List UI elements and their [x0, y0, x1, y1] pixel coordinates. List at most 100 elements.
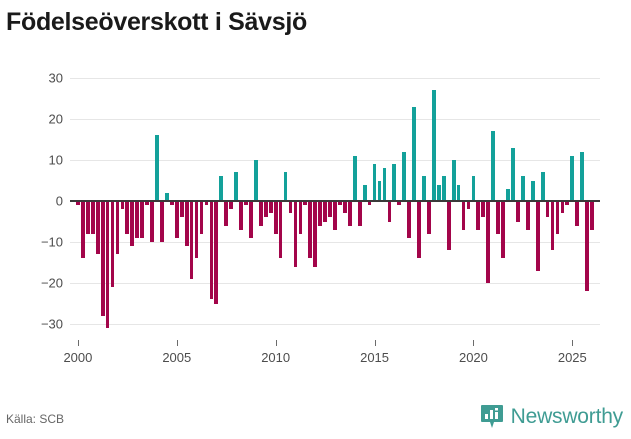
bar-negative [486, 201, 491, 283]
gridline [70, 242, 600, 243]
bar-negative [80, 201, 85, 259]
bar-negative [387, 201, 392, 222]
bar-negative [357, 201, 362, 226]
bar-negative [298, 201, 303, 234]
bar-negative [560, 201, 565, 214]
bar-positive [540, 172, 545, 201]
bar-negative [273, 201, 278, 234]
x-axis-tick-mark [77, 340, 79, 346]
bar-negative [367, 201, 372, 206]
x-axis-tick-label: 2025 [557, 350, 587, 365]
bar-positive [456, 184, 461, 201]
bar-negative [461, 201, 466, 230]
bar-negative [313, 201, 318, 267]
bar-positive [451, 160, 456, 201]
bar-positive [392, 164, 397, 201]
bar-negative [446, 201, 451, 251]
source-note: Källa: SCB [6, 412, 65, 426]
bar-positive [377, 180, 382, 201]
bar-positive [219, 176, 224, 201]
brand-name: Newsworthy [510, 405, 624, 428]
bar-positive [283, 172, 288, 201]
bar-negative [189, 201, 194, 279]
bar-positive [352, 155, 357, 201]
bar-negative [184, 201, 189, 247]
gridline [70, 283, 600, 284]
bar-negative [427, 201, 431, 234]
bar-negative [204, 201, 209, 206]
bar-negative [258, 201, 263, 226]
bar-negative [229, 201, 234, 210]
bar-negative [278, 201, 283, 259]
bar-negative [120, 201, 125, 210]
bar-positive [520, 176, 525, 201]
bar-negative [174, 201, 179, 238]
bar-negative [90, 201, 95, 234]
bar-positive [491, 131, 496, 201]
bar-negative [323, 201, 327, 222]
newsworthy-bar-chart-pin-icon [480, 405, 503, 428]
bar-negative [140, 201, 145, 238]
newsworthy-logo: Newsworthy [480, 404, 623, 430]
bar-negative [328, 201, 332, 218]
bar-negative [293, 201, 298, 267]
bar-positive [530, 180, 535, 201]
y-axis-tick-label: −30 [40, 316, 63, 332]
x-axis-tick-mark [473, 340, 475, 346]
bar-negative [318, 201, 323, 226]
bar-positive [155, 135, 159, 201]
bar-positive [432, 90, 436, 201]
bar-negative [545, 201, 550, 218]
bar-positive [580, 151, 585, 201]
bar-negative [585, 201, 590, 292]
gridline [70, 119, 600, 120]
bar-negative [95, 201, 100, 255]
bar-negative [214, 201, 219, 304]
bar-negative [575, 201, 580, 226]
bar-negative [525, 201, 530, 230]
bar-negative [343, 201, 347, 214]
bar-negative [516, 201, 520, 222]
bar-negative [417, 201, 421, 259]
y-axis-tick-label: 10 [48, 152, 63, 168]
bar-negative [100, 201, 105, 316]
x-axis-tick-mark [176, 340, 178, 346]
x-axis-tick-label: 2000 [63, 350, 93, 365]
bar-negative [76, 201, 80, 206]
bar-positive [506, 188, 510, 201]
bar-negative [496, 201, 501, 234]
bar-negative [555, 201, 560, 234]
gridline [70, 78, 600, 79]
bar-negative [590, 201, 594, 230]
bar-negative [407, 201, 412, 238]
bar-negative [466, 201, 471, 210]
bar-negative [125, 201, 130, 234]
x-axis-tick-mark [572, 340, 574, 346]
zero-baseline [70, 200, 600, 202]
bar-negative [179, 201, 184, 218]
page-title: Födelseöverskott i Sävsjö [6, 8, 307, 36]
bar-negative [308, 201, 313, 259]
x-axis-tick-label: 2020 [458, 350, 488, 365]
y-axis-tick-label: −10 [40, 234, 63, 250]
bar-positive [422, 176, 426, 201]
bar-positive [412, 106, 416, 201]
bar-negative [347, 201, 352, 226]
bar-negative [565, 201, 570, 206]
bar-negative [249, 201, 253, 238]
bar-negative [397, 201, 402, 206]
bar-positive [511, 147, 515, 201]
bar-negative [239, 201, 243, 230]
bar-negative [145, 201, 149, 206]
bar-negative [224, 201, 229, 226]
bar-negative [194, 201, 199, 259]
bar-negative [199, 201, 204, 234]
bar-negative [160, 201, 164, 242]
gridline [70, 324, 600, 325]
x-axis-tick-label: 2015 [360, 350, 390, 365]
bar-negative [130, 201, 135, 247]
bar-negative [105, 201, 110, 329]
gridline [70, 160, 600, 161]
x-axis-tick-label: 2010 [261, 350, 291, 365]
